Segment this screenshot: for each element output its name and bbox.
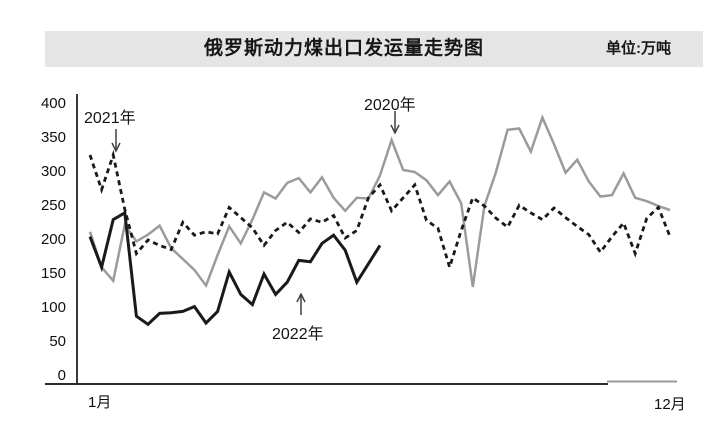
- arrow-down-icon: [111, 129, 121, 153]
- x-axis-label-dec: 12月: [654, 396, 686, 413]
- series-lines: [88, 114, 672, 327]
- y-axis-tick-label: 150: [40, 265, 66, 282]
- chart-title: 俄罗斯动力煤出口发运量走势图: [203, 38, 484, 59]
- y-axis-tick-label: 250: [40, 197, 66, 214]
- annotation-2020: 2020年: [364, 97, 416, 114]
- arrow-down-icon: [390, 111, 400, 135]
- y-axis-tick-label: 200: [40, 231, 66, 248]
- annotation-2022: 2022年: [272, 326, 324, 343]
- y-axis-tick-label: 300: [40, 163, 66, 180]
- chart-title-bar: 俄罗斯动力煤出口发运量走势图 单位:万吨: [45, 31, 703, 67]
- y-axis-tick-label: 350: [40, 129, 66, 146]
- series-line-2020年: [88, 114, 671, 289]
- arrow-up-icon: [296, 293, 306, 315]
- x-axis-label-jan: 1月: [88, 394, 112, 411]
- y-axis-tick-label: 400: [40, 95, 66, 112]
- annotation-2021: 2021年: [84, 110, 136, 127]
- unit-label: 单位:万吨: [606, 40, 671, 57]
- y-axis-tick-label: 0: [57, 367, 66, 384]
- series-line-2021年: [88, 149, 672, 272]
- y-axis-tick-label: 100: [40, 299, 66, 316]
- series-line-2022年: [88, 210, 382, 327]
- y-axis-tick-label: 50: [49, 333, 66, 350]
